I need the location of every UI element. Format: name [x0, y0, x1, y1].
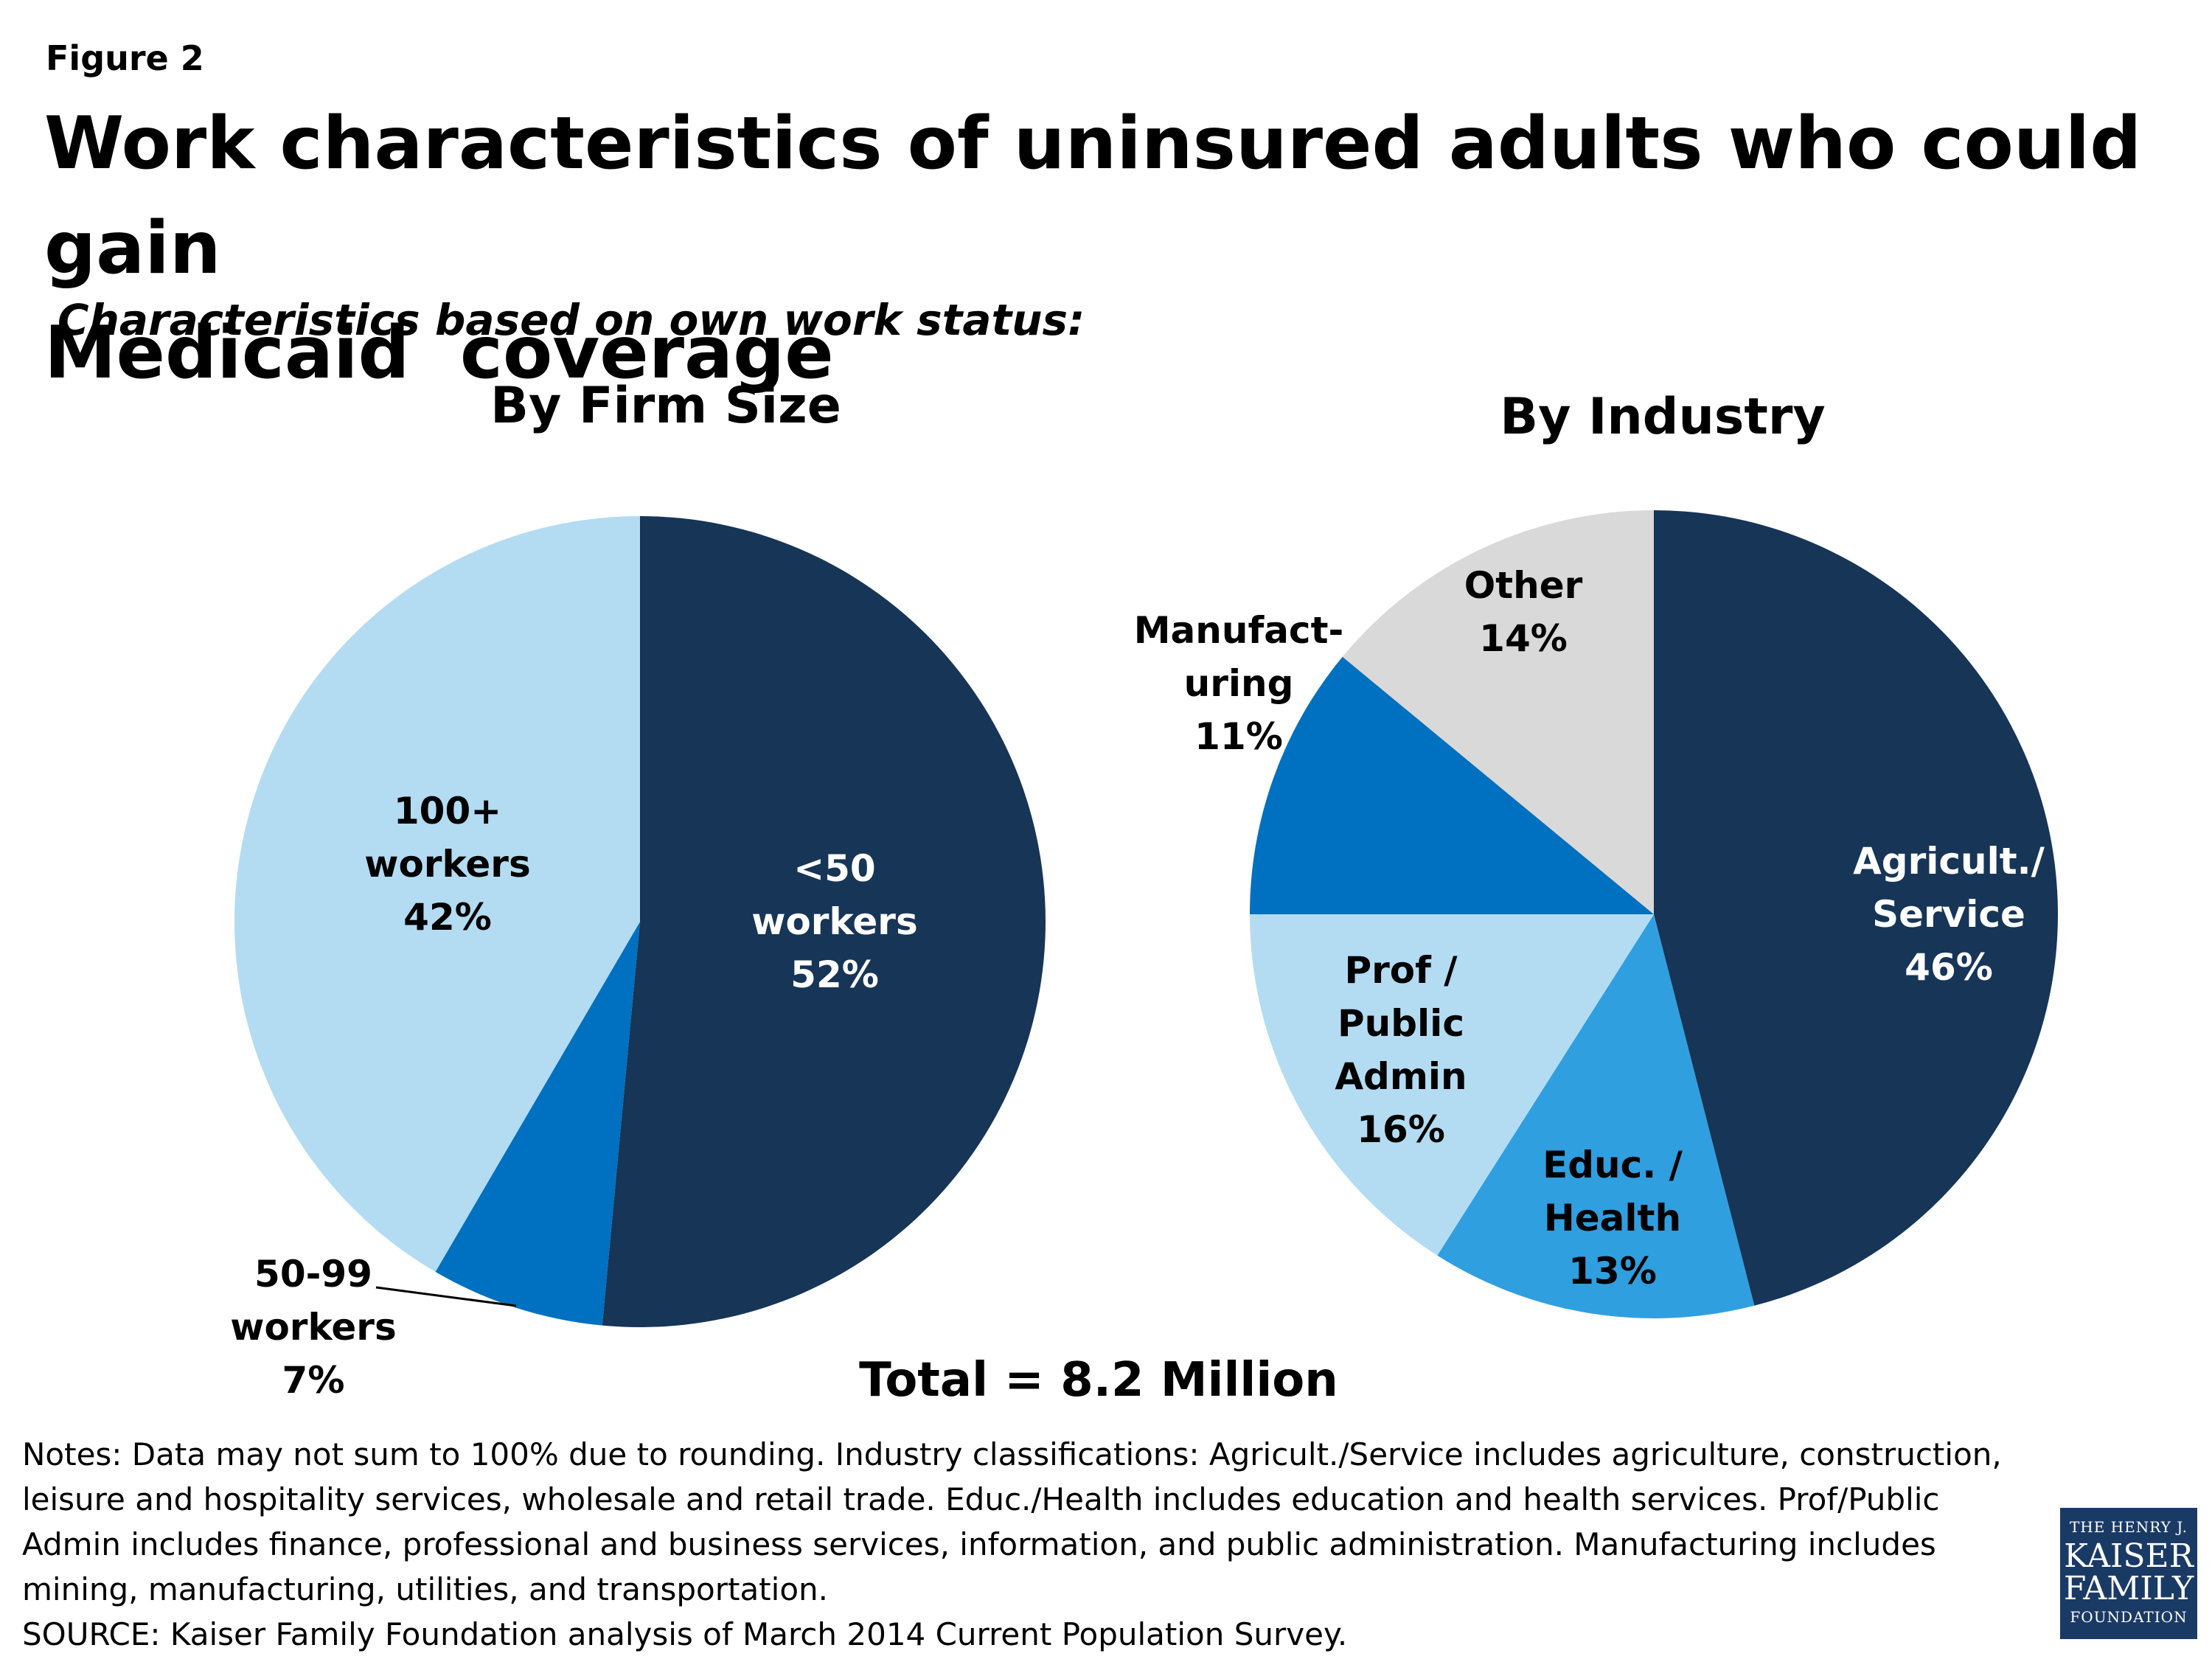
figure-label: Figure 2 — [46, 38, 204, 78]
slice-label-educ-health-1: Educ. / — [1543, 1144, 1683, 1186]
slice-label-agricult-service-3: 46% — [1905, 946, 1993, 989]
slice-label-prof-public-admin-4: 16% — [1357, 1108, 1445, 1151]
leader-line-50-99 — [375, 1286, 517, 1307]
pie-slice-50-99-workers — [435, 922, 640, 1326]
slice-label-manufacturing-3: 11% — [1194, 715, 1283, 758]
chart-subtitle: Characteristics based on own work status… — [58, 295, 1085, 345]
total-label: Total = 8.2 Million — [859, 1353, 1338, 1408]
logo-line-3: FAMILY — [2063, 1570, 2194, 1607]
slice-label-educ-health-2: Health — [1544, 1197, 1681, 1239]
slice-label-100-workers-2: workers — [364, 843, 530, 886]
notes-text: Notes: Data may not sum to 100% due to r… — [22, 1436, 2002, 1607]
logo-line-4: FOUNDATION — [2070, 1608, 2188, 1626]
logo-line-1: THE HENRY J. — [2069, 1518, 2188, 1536]
slice-label-other-2: 14% — [1479, 617, 1568, 660]
slice-label-prof-public-admin-1: Prof / — [1344, 949, 1458, 992]
chart-title-firm-size: By Firm Size — [490, 377, 841, 435]
chart-title-industry: By Industry — [1500, 388, 1825, 446]
pie-slice-50-workers — [602, 516, 1046, 1327]
slice-label-prof-public-admin-2: Public — [1338, 1002, 1464, 1045]
slice-label-50-99-workers-2: workers — [230, 1306, 396, 1349]
notes-block: Notes: Data may not sum to 100% due to r… — [22, 1432, 2042, 1657]
slice-label-50-workers-2: workers — [751, 900, 917, 943]
pie-slice-agricult-service — [1654, 510, 2058, 1306]
pie-firm-size: <50 workers 52% 50-99 workers 7% 100+ workers 42… — [230, 516, 1046, 1402]
pie-industry: Agricult./ Service 46% Educ. / Health 13% Prof… — [1134, 510, 2058, 1318]
page-title: Work characteristics of uninsured adults… — [44, 91, 2153, 406]
slice-label-100-workers-1: 100+ — [394, 790, 501, 832]
pie-slice-100-workers — [234, 516, 640, 1272]
slice-label-manufacturing-2: uring — [1184, 662, 1294, 705]
source-text: SOURCE: Kaiser Family Foundation analysi… — [22, 1616, 1348, 1652]
slice-label-manufacturing-1: Manufact- — [1134, 609, 1343, 652]
kaiser-logo: THE HENRY J. KAISER FAMILY FOUNDATION — [2060, 1508, 2197, 1639]
title-line-2: Medicaid coverage — [44, 311, 834, 395]
slice-label-educ-health-3: 13% — [1568, 1250, 1657, 1293]
pie-slice-manufacturing — [1250, 656, 1654, 914]
pie-slice-other — [1342, 510, 1654, 914]
logo-line-2: KAISER — [2064, 1537, 2194, 1575]
slice-label-100-workers-3: 42% — [403, 896, 492, 939]
pie-slice-prof-public-admin — [1250, 914, 1654, 1256]
slice-label-50-99-workers-1: 50-99 — [254, 1253, 372, 1295]
slice-label-prof-public-admin-3: Admin — [1335, 1055, 1467, 1098]
slice-label-50-workers-3: 52% — [790, 953, 879, 996]
pie-slice-educ-health — [1437, 914, 1755, 1318]
slice-label-agricult-service-2: Service — [1872, 893, 2025, 936]
slice-label-50-workers-1: <50 — [793, 847, 875, 890]
slice-label-50-99-workers-3: 7% — [282, 1359, 345, 1402]
title-line-1: Work characteristics of uninsured adults… — [44, 102, 2142, 291]
slice-label-agricult-service-1: Agricult./ — [1853, 840, 2045, 883]
slice-label-other-1: Other — [1464, 564, 1583, 607]
